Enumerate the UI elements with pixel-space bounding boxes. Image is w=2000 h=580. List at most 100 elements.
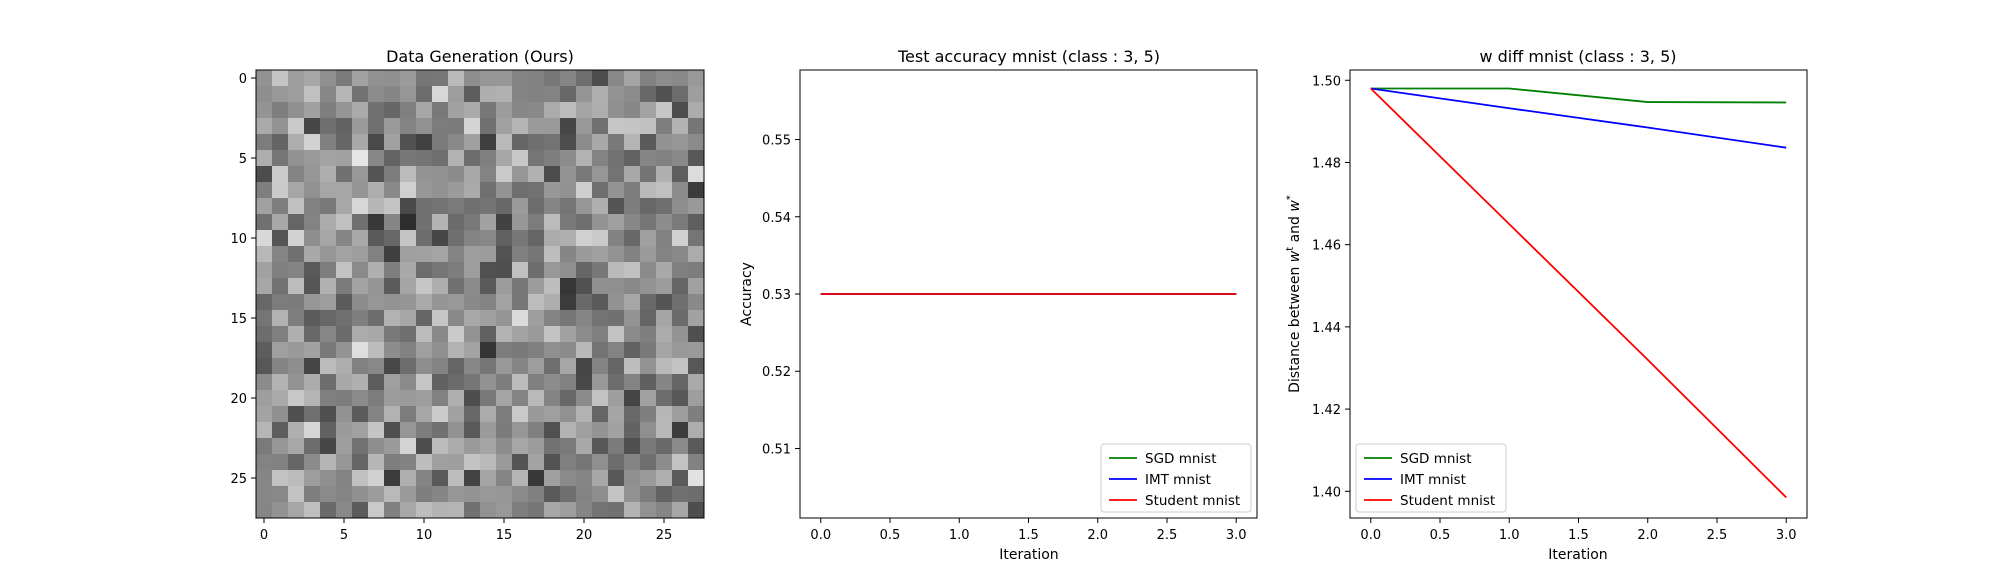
heatmap-cell — [352, 358, 369, 375]
heatmap-cell — [560, 310, 577, 327]
heatmap-cell — [272, 134, 289, 151]
heatmap-cell — [288, 374, 305, 391]
legend-label: Student mnist — [1145, 493, 1240, 509]
heatmap-cell — [688, 470, 705, 487]
heatmap-cell — [448, 214, 465, 231]
y-tick-label: 0.51 — [762, 442, 791, 457]
heatmap-cell — [368, 358, 385, 375]
heatmap-cell — [512, 230, 529, 247]
heatmap-cell — [480, 470, 497, 487]
heatmap-cell — [304, 470, 321, 487]
heatmap-cell — [272, 438, 289, 455]
heatmap-cell — [608, 150, 625, 167]
heatmap-cell — [416, 70, 433, 87]
heatmap-cell — [560, 294, 577, 311]
heatmap-cell — [672, 358, 689, 375]
heatmap-cell — [304, 134, 321, 151]
heatmap-cell — [448, 182, 465, 199]
heatmap-cell — [256, 134, 273, 151]
heatmap-cell — [368, 118, 385, 135]
heatmap-cell — [400, 118, 417, 135]
heatmap-cell — [272, 294, 289, 311]
heatmap-cell — [608, 422, 625, 439]
heatmap-cell — [416, 470, 433, 487]
heatmap-cell — [272, 214, 289, 231]
heatmap-cell — [672, 470, 689, 487]
heatmap-cell — [432, 70, 449, 87]
heatmap-cell — [656, 214, 673, 231]
heatmap-cell — [576, 134, 593, 151]
heatmap-cell — [336, 374, 353, 391]
heatmap-cell — [608, 470, 625, 487]
heatmap-cell — [352, 182, 369, 199]
heatmap-cell — [560, 198, 577, 215]
heatmap-cell — [304, 342, 321, 359]
heatmap-cell — [608, 390, 625, 407]
heatmap-cell — [480, 70, 497, 87]
heatmap-cell — [448, 86, 465, 103]
heatmap-cell — [352, 198, 369, 215]
heatmap-cell — [688, 86, 705, 103]
heatmap-cell — [272, 230, 289, 247]
heatmap-cell — [512, 390, 529, 407]
heatmap-cell — [624, 134, 641, 151]
heatmap-cell — [640, 438, 657, 455]
heatmap-cell — [272, 326, 289, 343]
heatmap-cell — [592, 166, 609, 183]
heatmap-cell — [416, 486, 433, 503]
heatmap-cell — [400, 230, 417, 247]
heatmap-cell — [320, 486, 337, 503]
heatmap-cell — [384, 166, 401, 183]
heatmap-cell — [432, 230, 449, 247]
heatmap-cell — [352, 310, 369, 327]
heatmap-cell — [304, 502, 321, 519]
heatmap-cell — [624, 486, 641, 503]
heatmap-cell — [336, 214, 353, 231]
heatmap-cell — [352, 438, 369, 455]
x-tick-label: 1.0 — [949, 528, 970, 543]
heatmap-cell — [448, 358, 465, 375]
heatmap-cell — [528, 262, 545, 279]
heatmap-cell — [400, 310, 417, 327]
heatmap-cell — [336, 198, 353, 215]
heatmap-cell — [624, 342, 641, 359]
heatmap-cell — [560, 454, 577, 471]
heatmap-cell — [560, 486, 577, 503]
heatmap-cell — [480, 118, 497, 135]
heatmap-ticks: 0 5 10 15 20 25 0 5 10 15 20 25 — [230, 72, 672, 543]
heatmap-cell — [288, 230, 305, 247]
heatmap-cell — [528, 230, 545, 247]
heatmap-cell — [560, 326, 577, 343]
heatmap-cell — [544, 166, 561, 183]
heatmap-cell — [368, 374, 385, 391]
heatmap-cell — [688, 294, 705, 311]
heatmap-cell — [272, 246, 289, 263]
accuracy-ticks: 0.0 0.5 1.0 1.5 2.0 2.5 3.0 0.51 0.52 0.53 0.54 0.5… — [762, 134, 1247, 543]
heatmap-cell — [656, 118, 673, 135]
heatmap-cell — [592, 150, 609, 167]
heatmap-cell — [640, 422, 657, 439]
heatmap-cell — [544, 422, 561, 439]
heatmap-cell — [672, 230, 689, 247]
heatmap-cell — [528, 470, 545, 487]
heatmap-cell — [480, 230, 497, 247]
heatmap-cell — [528, 374, 545, 391]
heatmap-cell — [512, 422, 529, 439]
heatmap-cell — [384, 278, 401, 295]
heatmap-cell — [272, 86, 289, 103]
heatmap-cell — [288, 342, 305, 359]
heatmap-cell — [576, 310, 593, 327]
heatmap-cell — [512, 438, 529, 455]
heatmap-cell — [464, 198, 481, 215]
heatmap-cell — [576, 486, 593, 503]
heatmap-cell — [544, 374, 561, 391]
heatmap-cell — [448, 102, 465, 119]
heatmap-cell — [544, 150, 561, 167]
heatmap-cell — [368, 470, 385, 487]
heatmap-cell — [256, 326, 273, 343]
heatmap-cell — [592, 246, 609, 263]
heatmap-cell — [320, 390, 337, 407]
heatmap-cell — [480, 422, 497, 439]
heatmap-cell — [432, 166, 449, 183]
heatmap-cell — [384, 326, 401, 343]
